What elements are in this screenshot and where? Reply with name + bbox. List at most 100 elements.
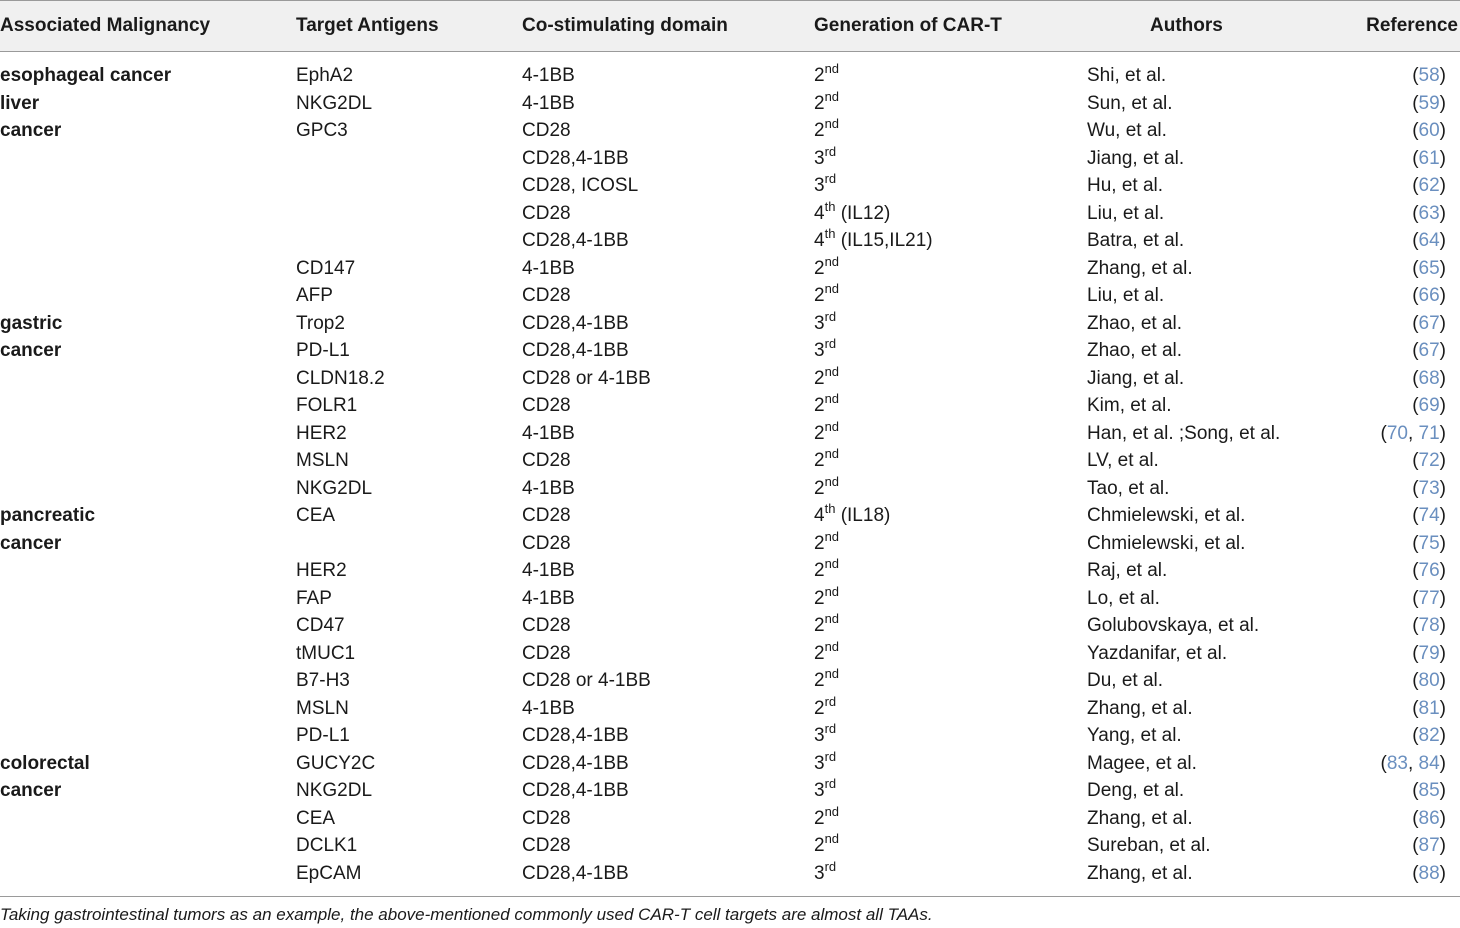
antigen-cell: EpCAM	[296, 862, 362, 884]
authors-cell: LV, et al.	[1087, 450, 1159, 471]
reference-link[interactable]: 88	[1418, 862, 1440, 884]
reference-link[interactable]: 67	[1418, 312, 1440, 334]
table-row: cancer CD28 2nd Chmielewski, et al. (75)	[0, 530, 1460, 558]
generation-ordinal-suffix: nd	[824, 556, 840, 571]
reference-cell: (85)	[1412, 780, 1446, 801]
costim-cell: CD28	[522, 642, 571, 664]
malignancy-cell: cancer	[0, 120, 62, 141]
reference-link[interactable]: 82	[1418, 725, 1440, 746]
generation-number: 2	[814, 367, 825, 389]
reference-cell: (68)	[1412, 367, 1446, 389]
reference-link[interactable]: 60	[1418, 120, 1440, 141]
generation-number: 2	[814, 807, 825, 829]
reference-link[interactable]: 70	[1386, 422, 1408, 444]
reference-link[interactable]: 73	[1418, 477, 1440, 499]
generation-ordinal-suffix: th	[824, 226, 836, 241]
table-row: CD28, ICOSL 3rd Hu, et al. (62)	[0, 172, 1460, 200]
generation-cell: 2nd	[814, 117, 839, 145]
antigen-cell: NKG2DL	[296, 780, 373, 801]
reference-cell: (83, 84)	[1380, 752, 1447, 774]
table-row: FOLR1 CD28 2nd Kim, et al. (69)	[0, 392, 1460, 420]
costim-cell: 4-1BB	[522, 477, 575, 499]
reference-link[interactable]: 81	[1418, 697, 1440, 719]
authors-cell: Lo, et al.	[1087, 587, 1160, 609]
reference-link[interactable]: 80	[1418, 670, 1440, 691]
costim-cell: CD28	[522, 202, 571, 224]
reference-cell: (77)	[1412, 587, 1446, 609]
generation-cell: 2nd	[814, 612, 839, 640]
costim-cell: CD28, ICOSL	[522, 175, 639, 196]
table-row: EpCAM CD28,4-1BB 3rd Zhang, et al. (88)	[0, 860, 1460, 888]
reference-link[interactable]: 76	[1418, 560, 1440, 581]
costim-cell: CD28	[522, 505, 571, 526]
generation-ordinal-suffix: nd	[824, 418, 840, 434]
reference-link[interactable]: 75	[1418, 532, 1440, 554]
generation-cell: 2nd	[814, 805, 839, 833]
reference-cell: (88)	[1412, 862, 1446, 884]
generation-cell: 2rd	[814, 695, 836, 723]
reference-link[interactable]: 61	[1418, 147, 1440, 169]
generation-number: 2	[814, 587, 825, 609]
table-row: HER2 4-1BB 2nd Raj, et al. (76)	[0, 557, 1460, 585]
generation-number: 2	[814, 670, 825, 691]
authors-cell: Chmielewski, et al.	[1087, 532, 1246, 554]
reference-link[interactable]: 71	[1418, 422, 1440, 444]
reference-link[interactable]: 59	[1418, 92, 1440, 114]
malignancy-cell: cancer	[0, 340, 62, 361]
generation-number: 2	[814, 257, 825, 279]
reference-link[interactable]: 67	[1418, 340, 1440, 361]
reference-cell: (65)	[1412, 257, 1446, 279]
reference-link[interactable]: 62	[1418, 175, 1440, 196]
table-body: esophageal cancer EphA2 4-1BB 2nd Shi, et al…	[0, 62, 1460, 887]
table-row: FAP 4-1BB 2nd Lo, et al. (77)	[0, 585, 1460, 613]
generation-number: 2	[814, 835, 825, 856]
table-footnote: Taking gastrointestinal tumors as an exa…	[0, 905, 933, 924]
reference-link[interactable]: 83	[1386, 752, 1408, 774]
reference-link[interactable]: 77	[1418, 587, 1440, 609]
reference-link[interactable]: 66	[1418, 285, 1440, 306]
costim-cell: 4-1BB	[522, 92, 575, 114]
antigen-cell: GPC3	[296, 120, 348, 141]
generation-ordinal-suffix: rd	[824, 171, 837, 186]
header-target-antigens: Target Antigens	[296, 15, 439, 36]
generation-ordinal-suffix: nd	[824, 831, 840, 846]
antigen-cell: MSLN	[296, 450, 349, 471]
reference-cell: (62)	[1412, 175, 1446, 196]
generation-number: 4	[814, 202, 825, 224]
costim-cell: 4-1BB	[522, 697, 575, 719]
reference-link[interactable]: 78	[1418, 615, 1440, 636]
generation-ordinal-suffix: nd	[824, 611, 840, 626]
reference-link[interactable]: 64	[1418, 230, 1440, 251]
reference-link[interactable]: 74	[1418, 505, 1440, 526]
reference-link[interactable]: 65	[1418, 257, 1440, 279]
reference-link[interactable]: 58	[1418, 65, 1440, 86]
authors-cell: Du, et al.	[1087, 670, 1164, 691]
generation-number: 2	[814, 477, 825, 499]
reference-cell: (72)	[1412, 450, 1446, 471]
generation-cell: 2nd	[814, 667, 839, 695]
costim-cell: CD28,4-1BB	[522, 147, 629, 169]
reference-link[interactable]: 69	[1418, 395, 1440, 416]
authors-cell: Yang, et al.	[1087, 725, 1182, 746]
antigen-cell: DCLK1	[296, 835, 358, 856]
reference-link[interactable]: 86	[1418, 807, 1440, 829]
reference-cell: (76)	[1412, 560, 1446, 581]
authors-cell: Zhang, et al.	[1087, 257, 1193, 279]
malignancy-cell: colorectal	[0, 752, 90, 774]
table-row: B7-H3 CD28 or 4-1BB 2nd Du, et al. (80)	[0, 667, 1460, 695]
authors-cell: Zhang, et al.	[1087, 697, 1193, 719]
reference-cell: (75)	[1412, 532, 1446, 554]
generation-cell: 2nd	[814, 447, 839, 475]
reference-link[interactable]: 85	[1418, 780, 1440, 801]
costim-cell: 4-1BB	[522, 257, 575, 279]
reference-cell: (69)	[1412, 395, 1446, 416]
table-row: NKG2DL 4-1BB 2nd Tao, et al. (73)	[0, 475, 1460, 503]
reference-cell: (60)	[1412, 120, 1446, 141]
reference-link[interactable]: 63	[1418, 202, 1440, 224]
reference-link[interactable]: 72	[1418, 450, 1440, 471]
reference-link[interactable]: 68	[1418, 367, 1440, 389]
costim-cell: CD28,4-1BB	[522, 230, 629, 251]
reference-link[interactable]: 87	[1418, 835, 1440, 856]
reference-link[interactable]: 84	[1418, 752, 1440, 774]
reference-link[interactable]: 79	[1418, 642, 1440, 664]
